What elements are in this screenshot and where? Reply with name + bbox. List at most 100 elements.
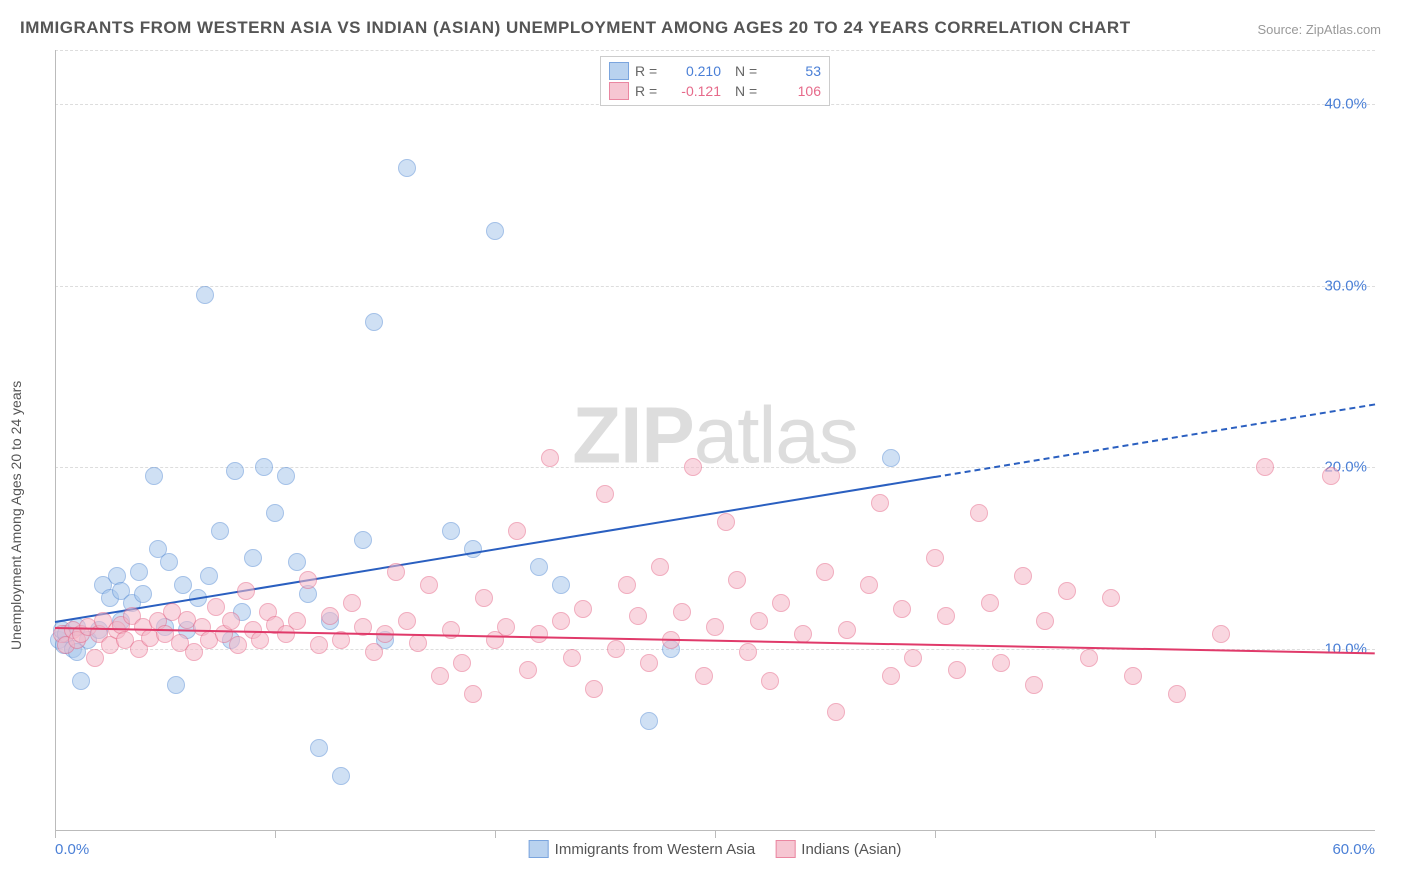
scatter-point (310, 636, 328, 654)
scatter-point (926, 549, 944, 567)
scatter-point (442, 522, 460, 540)
scatter-point (211, 522, 229, 540)
legend-r-label: R = (635, 63, 665, 79)
scatter-point (596, 485, 614, 503)
scatter-point (1212, 625, 1230, 643)
series-legend: Immigrants from Western Asia Indians (Asi… (529, 840, 902, 858)
legend-swatch (775, 840, 795, 858)
scatter-point (299, 571, 317, 589)
scatter-point (684, 458, 702, 476)
scatter-point (1025, 676, 1043, 694)
x-tick (55, 830, 56, 838)
legend-n-label: N = (735, 83, 765, 99)
scatter-point (1080, 649, 1098, 667)
scatter-point (365, 313, 383, 331)
scatter-point (772, 594, 790, 612)
scatter-point (409, 634, 427, 652)
scatter-point (130, 563, 148, 581)
scatter-point (1168, 685, 1186, 703)
scatter-point (585, 680, 603, 698)
scatter-point (673, 603, 691, 621)
y-tick-label: 40.0% (1324, 96, 1367, 113)
grid-line (55, 467, 1375, 468)
scatter-point (244, 549, 262, 567)
scatter-point (464, 685, 482, 703)
legend-series-label: Immigrants from Western Asia (555, 841, 756, 858)
legend-n-label: N = (735, 63, 765, 79)
scatter-point (508, 522, 526, 540)
scatter-point (530, 625, 548, 643)
scatter-point (640, 654, 658, 672)
scatter-point (618, 576, 636, 594)
scatter-point (970, 504, 988, 522)
scatter-point (387, 563, 405, 581)
scatter-point (552, 576, 570, 594)
scatter-point (72, 672, 90, 690)
scatter-point (160, 553, 178, 571)
scatter-point (365, 643, 383, 661)
scatter-point (882, 667, 900, 685)
scatter-point (222, 612, 240, 630)
scatter-point (207, 598, 225, 616)
scatter-point (992, 654, 1010, 672)
scatter-point (651, 558, 669, 576)
scatter-point (1256, 458, 1274, 476)
scatter-point (431, 667, 449, 685)
scatter-point (838, 621, 856, 639)
scatter-point (761, 672, 779, 690)
scatter-point (937, 607, 955, 625)
trend-line (55, 476, 935, 623)
scatter-point (827, 703, 845, 721)
scatter-point (237, 582, 255, 600)
scatter-point (563, 649, 581, 667)
chart-title: IMMIGRANTS FROM WESTERN ASIA VS INDIAN (… (20, 18, 1131, 38)
scatter-point (288, 612, 306, 630)
scatter-point (255, 458, 273, 476)
scatter-point (497, 618, 515, 636)
scatter-point (519, 661, 537, 679)
x-tick-label: 60.0% (1332, 841, 1375, 858)
scatter-point (185, 643, 203, 661)
scatter-point (816, 563, 834, 581)
scatter-point (251, 631, 269, 649)
scatter-point (196, 286, 214, 304)
scatter-point (860, 576, 878, 594)
legend-series-item: Immigrants from Western Asia (529, 840, 756, 858)
scatter-point (871, 494, 889, 512)
scatter-point (750, 612, 768, 630)
x-tick (1155, 830, 1156, 838)
scatter-point (343, 594, 361, 612)
scatter-point (948, 661, 966, 679)
scatter-point (332, 767, 350, 785)
scatter-point (530, 558, 548, 576)
scatter-point (541, 449, 559, 467)
scatter-point (981, 594, 999, 612)
scatter-point (904, 649, 922, 667)
scatter-point (1322, 467, 1340, 485)
scatter-point (354, 531, 372, 549)
scatter-point (277, 467, 295, 485)
scatter-point (1014, 567, 1032, 585)
legend-row: R =-0.121N =106 (607, 81, 823, 101)
scatter-point (134, 585, 152, 603)
legend-series-item: Indians (Asian) (775, 840, 901, 858)
scatter-point (486, 222, 504, 240)
scatter-point (882, 449, 900, 467)
legend-swatch (609, 62, 629, 80)
scatter-point (200, 567, 218, 585)
legend-row: R =0.210N =53 (607, 61, 823, 81)
source-attribution: Source: ZipAtlas.com (1257, 22, 1381, 37)
scatter-point (420, 576, 438, 594)
legend-n-value: 53 (771, 63, 821, 79)
scatter-point (145, 467, 163, 485)
scatter-point (398, 612, 416, 630)
legend-r-value: -0.121 (671, 83, 721, 99)
scatter-point (574, 600, 592, 618)
scatter-point (739, 643, 757, 661)
legend-r-label: R = (635, 83, 665, 99)
scatter-point (453, 654, 471, 672)
legend-swatch (609, 82, 629, 100)
scatter-point (717, 513, 735, 531)
scatter-point (1036, 612, 1054, 630)
legend-swatch (529, 840, 549, 858)
